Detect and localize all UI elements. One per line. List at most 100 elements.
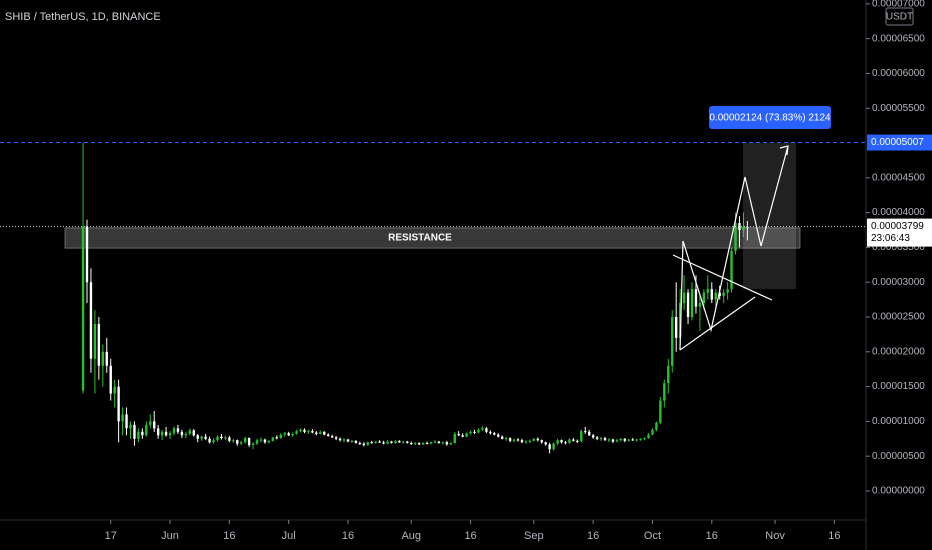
target-tag (867, 134, 932, 151)
candle-body (429, 442, 433, 444)
last-price-tag (867, 218, 932, 247)
candle-body (738, 223, 741, 231)
candle-body (718, 292, 721, 297)
candle-body (216, 436, 219, 441)
target-label: 0.00005007 (871, 137, 924, 148)
candle-body (682, 292, 686, 304)
candle-body (366, 442, 369, 446)
candle-body (109, 365, 112, 394)
candle-body (271, 437, 275, 441)
candle-body (394, 440, 397, 443)
candle-body (595, 437, 599, 439)
candle-body (81, 226, 85, 391)
candle-body (105, 351, 108, 366)
candle-body (671, 316, 674, 366)
candle-body (283, 433, 286, 435)
candle-body (406, 441, 409, 443)
countdown-label: 23:06:43 (871, 233, 910, 244)
x-tick-label: Jun (161, 530, 179, 542)
candle-body (192, 430, 195, 436)
candle-body (501, 436, 504, 439)
candle-body (160, 431, 164, 436)
candle-body (145, 424, 148, 436)
candle-body (639, 438, 642, 440)
candle-body (651, 429, 654, 435)
candle-body (686, 292, 690, 317)
candle-body (536, 438, 539, 441)
x-tick-label: Nov (765, 530, 785, 542)
candle-body (255, 440, 259, 444)
candle-body (659, 400, 662, 423)
candle-body (544, 442, 547, 445)
candle-body (477, 429, 480, 433)
candle-body (528, 440, 532, 442)
currency-label[interactable]: USDT (886, 12, 913, 23)
candle-body (188, 430, 192, 434)
candle-body (101, 351, 105, 366)
candle-body (232, 440, 235, 442)
candle-body (663, 383, 666, 401)
candle-body (141, 431, 144, 436)
x-tick-label: Oct (644, 530, 661, 542)
candle-body (678, 303, 682, 338)
candle-body (287, 433, 290, 436)
candle-body (635, 439, 638, 441)
y-tick-label: 0.00003000 (872, 277, 925, 288)
candle-body (591, 435, 595, 438)
y-tick-label: 0.00006500 (872, 33, 925, 44)
y-tick-label: 0.00004000 (872, 207, 925, 218)
candle-body (334, 437, 338, 439)
candle-body (742, 226, 745, 231)
candle-body (520, 440, 524, 443)
candle-body (299, 429, 302, 432)
candle-body (184, 433, 188, 436)
candle-body (121, 414, 124, 422)
candle-body (698, 303, 702, 307)
candle-body (295, 431, 298, 434)
plot-area: RESISTANCE (64, 142, 801, 454)
y-tick-label: 0.00002000 (872, 346, 925, 357)
candle-body (674, 316, 678, 338)
measure-label: 0.00002124 (73.83%) 2124 (709, 113, 831, 124)
candle-body (338, 438, 342, 441)
candle-body (240, 442, 243, 444)
candle-body (307, 431, 310, 433)
candle-body (667, 365, 670, 384)
candle-body (386, 441, 389, 444)
candle-body (247, 438, 251, 446)
candle-body (516, 439, 520, 441)
candle-body (417, 442, 421, 445)
last-price-label: 0.00003799 (871, 221, 924, 232)
candle-body (243, 438, 247, 443)
candle-body (330, 436, 334, 438)
candle-body (552, 443, 555, 450)
candle-body (275, 437, 279, 439)
candle-body (208, 438, 211, 443)
candle-body (726, 289, 729, 293)
candle-body (172, 428, 176, 434)
candle-body (714, 292, 717, 300)
candle-body (204, 436, 207, 439)
candle-body (485, 428, 488, 432)
y-tick-label: 0.00000000 (872, 486, 925, 497)
candle-body (354, 440, 358, 443)
candle-body (125, 414, 128, 429)
candle-body (311, 431, 314, 433)
candle-body (370, 442, 373, 444)
candle-body (113, 386, 116, 394)
candle-body (465, 433, 468, 437)
candle-body (441, 442, 445, 444)
y-tick-label: 0.00002500 (872, 312, 925, 323)
x-tick-label: 16 (464, 530, 476, 542)
candle-body (461, 435, 464, 437)
candle-body (425, 442, 429, 444)
candle-body (631, 439, 634, 441)
candle-body (228, 437, 231, 441)
candle-body (323, 431, 326, 435)
candle-body (710, 289, 713, 300)
candle-body (627, 439, 630, 441)
currency-box[interactable] (885, 7, 914, 26)
candle-body (89, 282, 93, 359)
